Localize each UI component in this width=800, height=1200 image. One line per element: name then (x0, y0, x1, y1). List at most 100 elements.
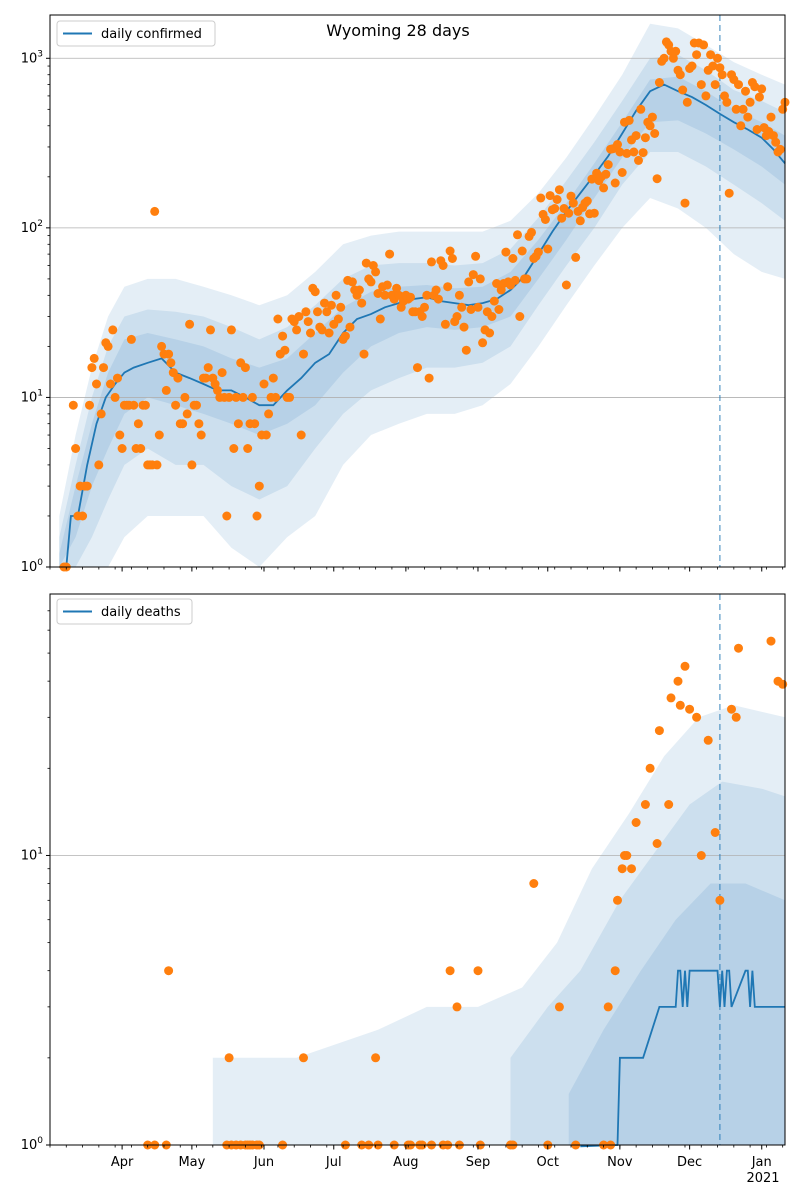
data-point (196, 430, 206, 440)
deaths-legend: daily deaths (56, 598, 193, 625)
data-point (203, 363, 213, 373)
data-point (557, 213, 567, 223)
data-point (622, 148, 632, 158)
data-point (489, 296, 499, 306)
data-point (543, 244, 553, 254)
data-point (771, 137, 781, 147)
data-point (610, 178, 620, 188)
data-point (185, 319, 195, 329)
data-point (634, 155, 643, 165)
data-point (713, 53, 722, 63)
data-point (617, 864, 627, 874)
data-point (766, 112, 776, 122)
confirmed-points (59, 37, 790, 572)
x-tick-label: Dec (677, 1155, 702, 1170)
data-point (471, 251, 481, 261)
y-tick-label: 100 (21, 558, 44, 575)
data-point (673, 676, 683, 686)
data-point (678, 85, 688, 95)
data-point (78, 511, 88, 521)
data-point (222, 511, 232, 521)
data-point (652, 839, 662, 848)
data-point (680, 198, 690, 208)
data-point (438, 261, 448, 270)
data-point (224, 1053, 234, 1063)
data-point (99, 363, 108, 373)
data-point (296, 430, 306, 440)
deaths-axes-frame (49, 593, 786, 1146)
data-point (324, 328, 334, 338)
data-point (468, 270, 478, 280)
data-point (82, 481, 92, 491)
data-point (510, 275, 520, 285)
deaths-x-ticks: Apr May Jun Jul Aug Sep Oct Nov Dec Jan (49, 1145, 784, 1170)
data-point (680, 661, 690, 671)
data-point (447, 254, 457, 263)
data-point (554, 185, 564, 195)
data-point (754, 92, 764, 102)
data-point (638, 148, 648, 158)
data-point (406, 292, 415, 302)
data-point (231, 392, 241, 402)
data-point (413, 363, 422, 373)
data-point (445, 966, 455, 976)
data-point (243, 444, 253, 453)
x-tick-label: Apr (111, 1155, 134, 1170)
data-point (715, 63, 725, 73)
data-point (710, 828, 720, 837)
data-point (303, 317, 313, 327)
data-point (299, 1053, 308, 1063)
series-line (580, 969, 785, 1148)
data-point (640, 133, 650, 143)
data-point (108, 325, 118, 335)
deaths-legend-label: daily deaths (101, 605, 181, 620)
data-point (313, 307, 322, 317)
data-point (696, 80, 706, 90)
data-point (306, 328, 315, 338)
confirmed-y-ticks: 100 101 102 103 (21, 49, 50, 575)
data-point (94, 460, 104, 470)
data-point (675, 70, 685, 80)
data-point (540, 215, 550, 224)
data-point (545, 191, 555, 201)
data-point (157, 341, 167, 351)
x-tick-label: Jan (751, 1155, 772, 1170)
data-point (431, 285, 441, 295)
data-point (166, 358, 176, 368)
data-point (347, 277, 357, 287)
data-point (778, 679, 788, 689)
data-point (766, 636, 776, 646)
data-point (666, 693, 676, 703)
data-point (340, 331, 350, 341)
data-point (708, 61, 718, 71)
data-point (115, 430, 125, 440)
x-tick-label: Jul (325, 1155, 342, 1170)
y-tick-label: 101 (21, 846, 43, 863)
data-point (171, 400, 181, 410)
data-point (285, 392, 295, 402)
confirmed-axes-frame (49, 14, 786, 568)
year-label: 2021 (746, 1171, 779, 1186)
uncertainty-band (510, 781, 785, 1145)
confirmed-plot-area (50, 15, 785, 567)
data-point (443, 282, 453, 292)
data-point (317, 325, 327, 335)
deaths-y-ticks: 100 101 (21, 610, 50, 1153)
data-point (501, 247, 511, 257)
data-point (701, 91, 711, 101)
data-point (692, 50, 702, 60)
data-point (466, 305, 476, 314)
data-point (727, 704, 736, 714)
data-point (645, 121, 655, 131)
data-point (250, 419, 260, 429)
data-point (420, 302, 429, 312)
data-point (294, 312, 304, 321)
data-point (187, 460, 197, 470)
data-point (703, 735, 713, 745)
data-point (133, 419, 143, 429)
data-point (622, 851, 632, 860)
data-point (682, 97, 692, 107)
data-point (731, 712, 741, 722)
data-point (724, 188, 734, 198)
data-point (522, 274, 532, 284)
